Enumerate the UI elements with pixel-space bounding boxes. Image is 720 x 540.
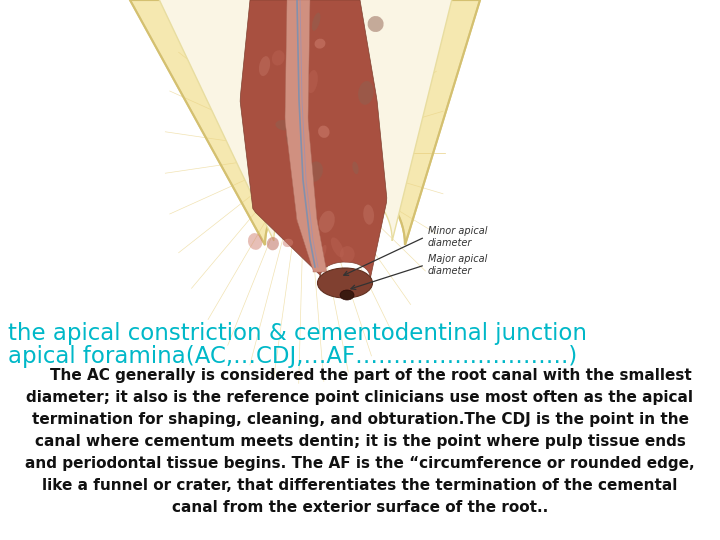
Ellipse shape [307,70,318,93]
Polygon shape [285,0,327,273]
Ellipse shape [358,81,374,105]
Text: Major apical
diameter: Major apical diameter [428,254,487,276]
Ellipse shape [363,205,374,225]
Text: canal from the exterior surface of the root..: canal from the exterior surface of the r… [172,500,548,515]
Ellipse shape [283,239,293,247]
Ellipse shape [267,237,279,251]
Ellipse shape [352,161,359,174]
Ellipse shape [272,50,284,65]
Ellipse shape [276,120,292,130]
Ellipse shape [299,199,307,213]
Polygon shape [157,0,453,241]
Ellipse shape [292,18,305,37]
Text: apical foramina(AC,…CDJ,…AF……………………….): apical foramina(AC,…CDJ,…AF……………………….) [8,345,577,368]
Ellipse shape [297,208,303,224]
Ellipse shape [307,242,319,260]
Text: The AC generally is considered the part of the root canal with the smallest: The AC generally is considered the part … [29,368,691,383]
Ellipse shape [312,12,320,31]
Ellipse shape [286,127,299,146]
Text: and periodontal tissue begins. The AF is the “circumference or rounded edge,: and periodontal tissue begins. The AF is… [25,456,695,471]
Polygon shape [130,0,480,245]
Ellipse shape [340,246,355,263]
Ellipse shape [315,39,325,49]
Ellipse shape [259,56,270,76]
Polygon shape [240,0,387,280]
Text: termination for shaping, cleaning, and obturation.The CDJ is the point in the: termination for shaping, cleaning, and o… [32,412,688,427]
Text: like a funnel or crater, that differentiates the termination of the cemental: like a funnel or crater, that differenti… [42,478,678,493]
Ellipse shape [317,245,326,265]
Ellipse shape [319,211,335,233]
Ellipse shape [318,268,372,298]
Text: the apical constriction & cementodentinal junction: the apical constriction & cementodentina… [8,322,587,345]
Ellipse shape [307,161,323,182]
Ellipse shape [318,126,330,138]
Text: Minor apical
diameter: Minor apical diameter [428,226,487,248]
Ellipse shape [294,177,302,187]
Ellipse shape [340,290,354,300]
Ellipse shape [368,16,384,32]
Ellipse shape [330,238,344,258]
Ellipse shape [248,233,262,250]
Text: canal where cementum meets dentin; it is the point where pulp tissue ends: canal where cementum meets dentin; it is… [35,434,685,449]
Text: diameter; it also is the reference point clinicians use most often as the apical: diameter; it also is the reference point… [27,390,693,405]
